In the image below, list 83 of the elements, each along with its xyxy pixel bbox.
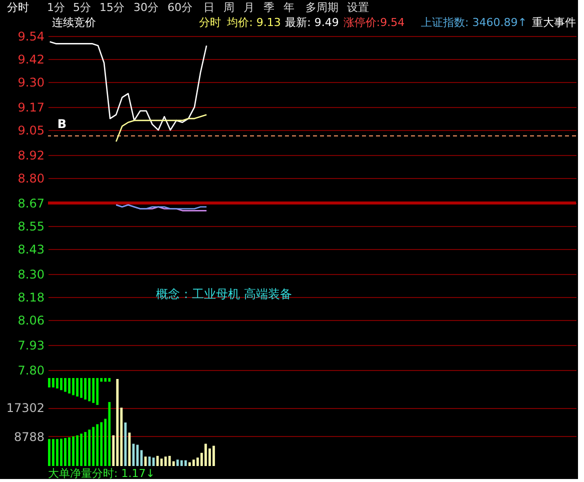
bar bbox=[188, 462, 191, 466]
text: 设置 bbox=[347, 0, 369, 14]
y-tick-label: 8.80 bbox=[18, 172, 44, 186]
y-tick-label: 8.67 bbox=[18, 196, 44, 210]
text: 周 bbox=[224, 0, 234, 14]
y-tick-label: 8788 bbox=[14, 430, 44, 444]
y-tick-label: 17302 bbox=[6, 401, 44, 416]
text: 30分 bbox=[134, 0, 158, 14]
text: 均价: 9.13 bbox=[226, 16, 281, 29]
bar bbox=[100, 422, 103, 466]
y-tick-label: 8.55 bbox=[18, 220, 44, 234]
y-tick-label: 7.80 bbox=[18, 364, 44, 378]
bar bbox=[96, 378, 99, 405]
text: 1分 bbox=[47, 0, 65, 14]
y-tick-label: 9.54 bbox=[18, 30, 44, 44]
text: 大单净量分时: 1.17↓ bbox=[48, 467, 155, 480]
bar bbox=[176, 460, 179, 466]
y-tick-label: 8.43 bbox=[18, 242, 44, 257]
bar bbox=[104, 378, 107, 382]
text: 分时 bbox=[7, 0, 29, 14]
text: 分时 bbox=[199, 16, 221, 29]
bar bbox=[180, 460, 183, 466]
y-tick-label: 8.06 bbox=[18, 314, 44, 328]
bar bbox=[84, 378, 87, 400]
bar bbox=[56, 439, 58, 466]
bar bbox=[52, 378, 54, 388]
bar bbox=[60, 378, 62, 390]
bar bbox=[64, 378, 66, 392]
y-tick-label: 9.42 bbox=[18, 52, 44, 67]
bar bbox=[116, 379, 119, 466]
bar bbox=[124, 422, 127, 466]
annotation: B bbox=[57, 117, 67, 131]
line-series bbox=[49, 41, 208, 131]
text: 日 bbox=[204, 0, 214, 14]
text: 5分 bbox=[73, 0, 91, 14]
y-tick-label: 8.18 bbox=[18, 290, 44, 305]
y-tick-label: 9.05 bbox=[18, 124, 44, 138]
text: 15分 bbox=[100, 0, 124, 14]
bar bbox=[184, 460, 187, 466]
y-tick-label: 9.17 bbox=[18, 100, 44, 115]
bar bbox=[108, 378, 111, 382]
bar bbox=[72, 378, 74, 396]
bar bbox=[68, 378, 70, 394]
y-tick-label: 9.30 bbox=[18, 76, 44, 90]
text: 月 bbox=[244, 0, 254, 14]
bar bbox=[84, 432, 87, 466]
bar bbox=[92, 426, 95, 466]
y-tick-label: 7.93 bbox=[18, 338, 44, 353]
bar bbox=[64, 438, 66, 466]
text: 涨停价:9.54 bbox=[343, 16, 405, 29]
text: 最新: 9.49 bbox=[285, 16, 339, 29]
bar bbox=[128, 432, 131, 466]
bar bbox=[192, 460, 195, 466]
text: 年 bbox=[284, 0, 294, 14]
bar bbox=[56, 378, 58, 388]
bar bbox=[60, 438, 62, 466]
bar bbox=[48, 439, 50, 466]
text: 连续竞价 bbox=[52, 16, 96, 29]
text: 季 bbox=[264, 0, 274, 14]
bar bbox=[164, 456, 167, 466]
bar bbox=[96, 424, 99, 466]
bar bbox=[80, 434, 83, 466]
text: 60分 bbox=[168, 0, 192, 14]
bar bbox=[48, 378, 50, 388]
text: 上证指数: 3460.89↑ bbox=[421, 16, 527, 29]
bar bbox=[76, 435, 78, 466]
text: 重大事件 bbox=[532, 16, 576, 29]
bar bbox=[212, 446, 215, 466]
y-tick-label: 8.92 bbox=[18, 148, 44, 163]
bar bbox=[168, 456, 171, 466]
text: 多周期 bbox=[306, 0, 338, 14]
bar bbox=[204, 444, 207, 466]
bar bbox=[80, 378, 83, 398]
bar bbox=[76, 378, 78, 397]
y-tick-label: 8.30 bbox=[18, 268, 44, 282]
bar bbox=[52, 439, 54, 466]
bar bbox=[68, 437, 70, 466]
bar bbox=[72, 436, 74, 466]
bar bbox=[92, 378, 95, 403]
bar bbox=[108, 402, 111, 466]
bar bbox=[88, 430, 91, 466]
line-series bbox=[115, 114, 208, 142]
bar bbox=[88, 378, 91, 402]
